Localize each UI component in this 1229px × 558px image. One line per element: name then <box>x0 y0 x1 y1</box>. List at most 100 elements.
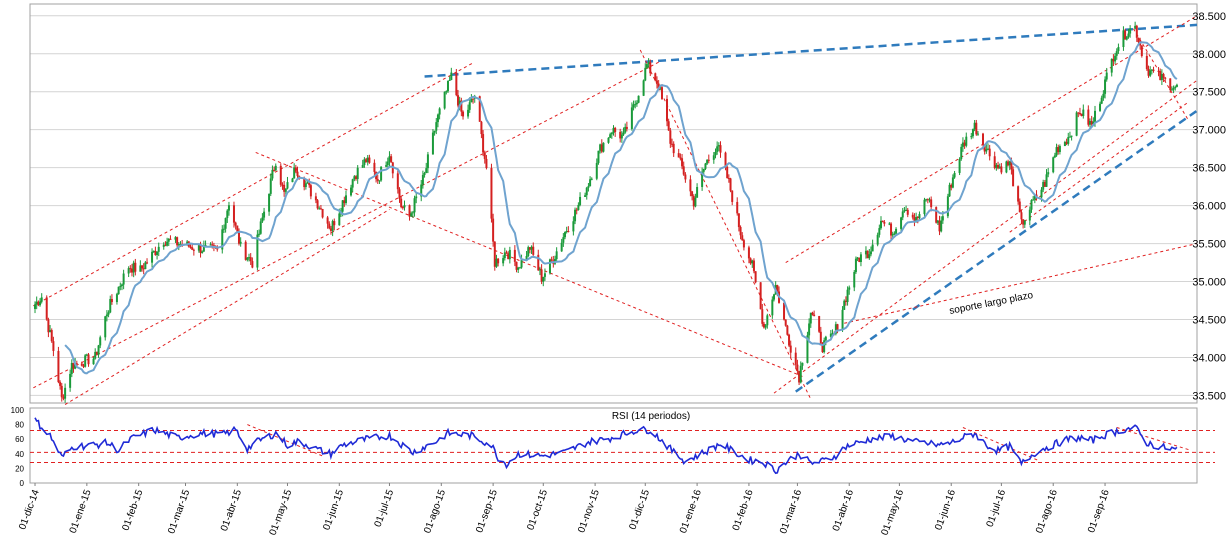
candle-body <box>1090 121 1093 125</box>
candle-body <box>739 227 742 236</box>
candle-body <box>271 169 274 179</box>
rsi-tick-label: 60 <box>15 435 24 444</box>
candle-body <box>684 174 687 180</box>
candle-body <box>963 142 966 146</box>
candle-body <box>548 259 551 274</box>
candle-body <box>224 218 227 229</box>
candle-body <box>308 182 311 186</box>
candle-body <box>1134 25 1137 29</box>
candle-body <box>589 179 592 187</box>
candle-body <box>1005 161 1008 173</box>
candle-body <box>542 276 545 282</box>
candle-body <box>788 334 791 346</box>
candle-body <box>239 241 242 244</box>
candle-body <box>789 345 792 353</box>
candle-body <box>844 300 847 303</box>
trendline-channel-2016-mid <box>1009 102 1188 233</box>
candle-body <box>1172 88 1175 90</box>
candle-body <box>1057 147 1060 152</box>
x-tick-label: 01-jun-16 <box>933 488 958 532</box>
candle-body <box>164 244 167 246</box>
candle-body <box>249 257 252 262</box>
candle-body <box>799 365 802 383</box>
candle-body <box>597 150 600 163</box>
candle-body <box>480 121 483 135</box>
candle-body <box>80 363 83 366</box>
candle-body <box>796 364 799 371</box>
candle-body <box>766 315 769 326</box>
candle-body <box>433 130 436 133</box>
candle-body <box>868 254 871 259</box>
candle-body <box>878 228 881 235</box>
candle-body <box>1122 30 1125 48</box>
candle-body <box>455 72 458 96</box>
candle-body <box>1169 78 1172 91</box>
candle-body <box>460 100 463 112</box>
x-tick-label: 01-mar-15 <box>166 488 192 536</box>
candle-body <box>525 256 528 260</box>
candle-body <box>809 312 812 324</box>
x-tick-label: 01-sep-15 <box>474 488 500 534</box>
candle-body <box>211 244 214 246</box>
candle-body <box>995 164 998 168</box>
candle-body <box>1078 113 1081 115</box>
candle-body <box>971 129 974 137</box>
candle-body <box>903 210 906 212</box>
candle-body <box>227 205 230 211</box>
candle-body <box>1077 112 1080 114</box>
candle-body <box>344 195 347 204</box>
candle-body <box>248 257 251 259</box>
candle-body <box>482 134 485 153</box>
x-tick-label: 01-dic-15 <box>627 488 652 531</box>
candle-body <box>318 208 321 210</box>
candle-body <box>1067 137 1070 144</box>
candle-body <box>1100 97 1103 104</box>
candle-body <box>1043 182 1046 187</box>
price-tick-label: 34.000 <box>1192 352 1226 364</box>
candle-body <box>274 165 277 171</box>
candle-body <box>625 126 628 129</box>
candle-body <box>189 246 192 248</box>
candle-body <box>72 362 75 369</box>
candle-body <box>281 184 284 186</box>
candle-body <box>1033 194 1036 200</box>
candle-body <box>259 221 262 234</box>
candle-body <box>283 184 286 192</box>
x-tick-label: 01-feb-16 <box>731 488 756 532</box>
price-tick-label: 33.500 <box>1192 390 1226 402</box>
candle-body <box>64 387 67 399</box>
candle-body <box>634 104 637 106</box>
candle-body <box>122 273 125 285</box>
candle-body <box>719 145 722 153</box>
candle-body <box>783 302 786 320</box>
candle-body <box>951 177 954 188</box>
candle-body <box>497 258 500 264</box>
candle-body <box>468 102 471 110</box>
candle-body <box>1135 25 1138 38</box>
candle-body <box>309 185 312 197</box>
candle-body <box>1099 103 1102 111</box>
candle-body <box>620 134 623 139</box>
candle-body <box>1110 58 1113 73</box>
candle-body <box>905 209 908 211</box>
candle-body <box>555 251 558 260</box>
candle-body <box>997 164 1000 169</box>
candle-body <box>657 83 660 89</box>
candle-body <box>985 149 988 152</box>
candle-body <box>843 300 846 310</box>
candle-body <box>386 161 389 166</box>
candle-body <box>177 244 180 246</box>
candle-body <box>52 341 55 351</box>
candle-body <box>1115 51 1118 56</box>
candle-body <box>726 166 729 179</box>
candle-body <box>351 179 354 188</box>
candle-body <box>109 298 112 313</box>
candle-body <box>130 268 133 273</box>
candle-body <box>854 258 857 273</box>
candle-body <box>1045 174 1048 187</box>
candle-body <box>82 365 85 367</box>
candle-body <box>221 229 224 250</box>
candle-body <box>269 178 272 194</box>
x-tick-label: 01-ene-15 <box>68 488 94 535</box>
